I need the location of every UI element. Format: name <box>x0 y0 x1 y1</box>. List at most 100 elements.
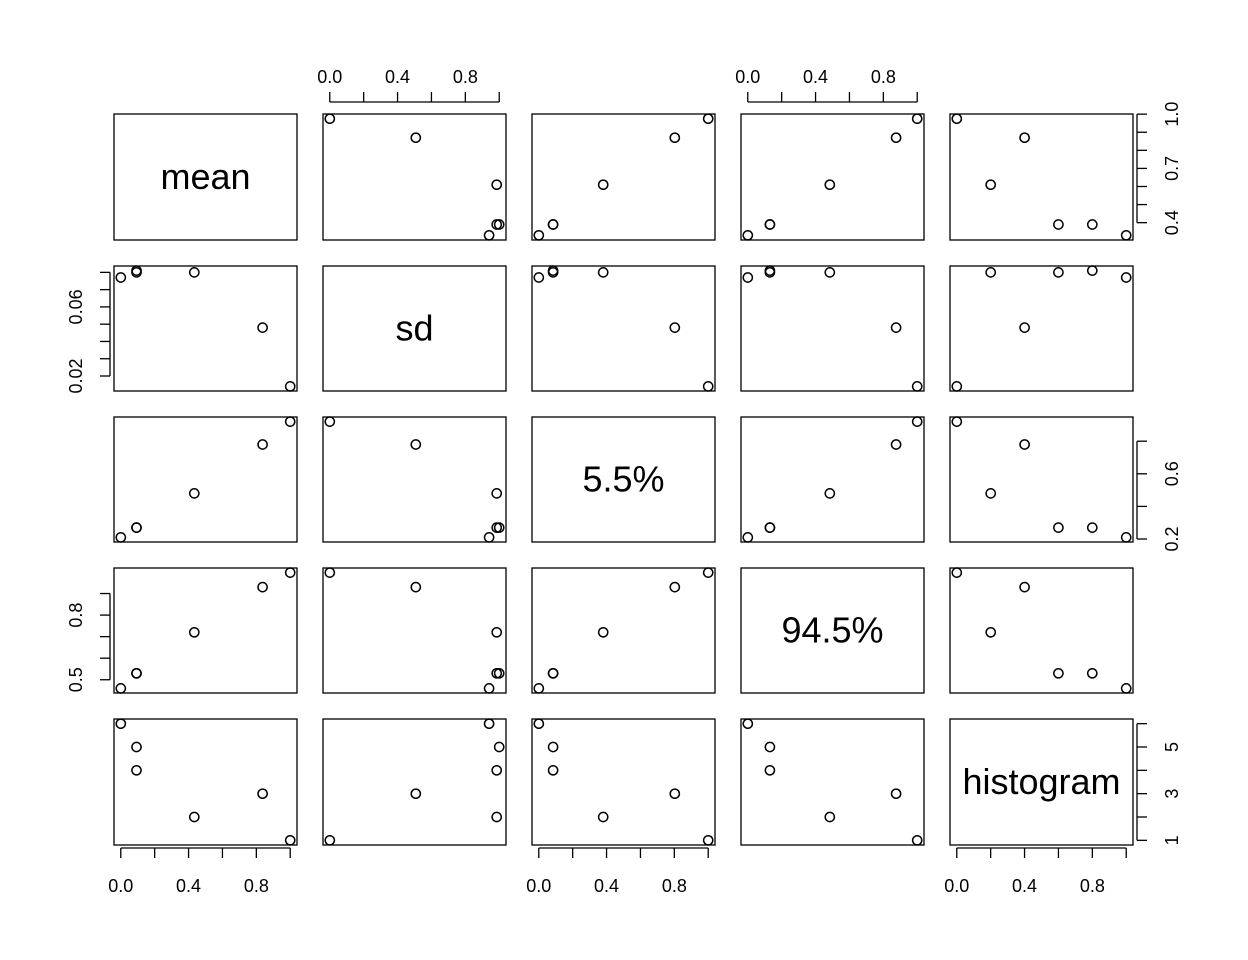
bottom-axis-tick-label: 0.4 <box>594 876 619 896</box>
panel-frame <box>740 113 925 241</box>
data-point-1-3-0 <box>911 381 923 392</box>
left-axis-tick-label: 0.5 <box>66 667 86 692</box>
diagonal-label-mean: mean <box>160 156 250 197</box>
data-point-2-4-0 <box>951 416 963 427</box>
right-axis-tick-label: 0.7 <box>1162 156 1182 181</box>
panel-3-2 <box>531 567 716 694</box>
data-point-2-3-5 <box>742 532 754 543</box>
data-point-0-3-1 <box>824 179 836 191</box>
data-point-3-2-4 <box>547 667 559 679</box>
data-point-0-2-0 <box>702 113 714 125</box>
bottom-axis-tick-label: 0.4 <box>176 876 201 896</box>
data-point-0-3-2 <box>890 132 902 144</box>
data-point-2-1-0 <box>324 416 336 427</box>
data-point-4-1-1 <box>491 811 503 823</box>
data-point-3-4-2 <box>1019 581 1030 593</box>
panel-frame <box>531 718 716 846</box>
panel-1-1: sd <box>322 265 507 392</box>
panel-frame <box>740 265 925 392</box>
data-point-4-1-2 <box>410 788 422 800</box>
data-point-1-2-0 <box>702 381 714 392</box>
data-point-4-3-1 <box>824 811 836 823</box>
panel-4-1 <box>322 718 507 846</box>
data-point-1-4-5 <box>1120 272 1132 283</box>
data-point-4-3-4 <box>764 741 776 753</box>
data-point-2-4-1 <box>985 488 997 499</box>
panel-0-3 <box>740 113 925 241</box>
bottom-axis-tick-label: 0.0 <box>108 876 133 896</box>
data-point-1-4-0 <box>951 381 963 392</box>
data-point-0-4-2 <box>1019 132 1030 144</box>
top-axis-tick-label: 0.0 <box>735 67 760 87</box>
panel-frame <box>531 113 716 241</box>
panel-4-3 <box>740 718 925 846</box>
data-point-2-3-2 <box>890 439 902 450</box>
data-point-0-1-2 <box>410 132 422 144</box>
panel-2-4 <box>949 416 1134 543</box>
left-axis-tick-label: 0.06 <box>66 289 86 324</box>
right-axis-tick-label: 0.2 <box>1162 526 1182 551</box>
data-point-0-4-1 <box>985 179 997 191</box>
data-point-0-3-5 <box>742 229 754 241</box>
data-point-4-0-2 <box>257 788 268 800</box>
data-point-2-0-1 <box>188 488 200 499</box>
top-axis-tick-label: 0.4 <box>385 67 410 87</box>
data-point-0-1-4 <box>493 219 505 230</box>
panel-frame <box>322 567 507 694</box>
data-point-3-0-5 <box>115 683 127 694</box>
panel-frame <box>531 567 716 694</box>
data-point-1-0-1 <box>188 267 200 278</box>
panel-frame <box>322 113 507 241</box>
data-point-2-0-4 <box>131 522 142 533</box>
data-point-3-0-0 <box>284 567 296 578</box>
panel-0-1 <box>322 113 507 241</box>
data-point-0-3-0 <box>911 113 923 125</box>
right-axis-tick-label: 3 <box>1162 789 1182 799</box>
panel-frame <box>113 718 298 846</box>
data-point-3-4-0 <box>951 567 963 578</box>
data-point-0-4-5 <box>1120 229 1132 241</box>
panel-frame <box>740 567 925 694</box>
data-point-2-1-4 <box>493 522 505 533</box>
data-point-1-3-5 <box>742 272 754 283</box>
data-point-4-2-3 <box>547 764 559 776</box>
panel-4-4: histogram <box>949 718 1134 846</box>
panel-1-0 <box>113 265 298 392</box>
data-point-3-2-2 <box>669 581 681 593</box>
data-point-4-2-4 <box>547 741 559 753</box>
data-point-3-1-5 <box>483 683 495 694</box>
data-point-2-4-4 <box>1086 522 1098 533</box>
data-point-4-2-2 <box>669 788 681 800</box>
data-point-0-2-5 <box>533 229 545 241</box>
data-point-4-0-3 <box>131 764 142 776</box>
data-point-4-1-3 <box>491 764 503 776</box>
panel-1-4 <box>949 265 1134 392</box>
data-point-2-0-0 <box>284 416 296 427</box>
data-point-1-2-2 <box>669 322 681 333</box>
panel-2-0 <box>113 416 298 543</box>
panel-frame <box>113 265 298 392</box>
panel-frame <box>113 416 298 543</box>
data-point-0-1-1 <box>491 179 503 191</box>
data-point-1-4-2 <box>1019 322 1030 333</box>
panel-1-3 <box>740 265 925 392</box>
panel-frame <box>949 265 1134 392</box>
data-point-4-2-1 <box>597 811 609 823</box>
panel-frame <box>531 416 716 543</box>
panel-frame <box>740 718 925 846</box>
right-axis-tick-label: 1 <box>1162 835 1182 845</box>
data-point-3-0-4 <box>131 667 142 679</box>
data-point-2-0-2 <box>257 439 268 450</box>
data-point-2-4-5 <box>1120 532 1132 543</box>
diagonal-label-histogram: histogram <box>962 761 1120 802</box>
data-point-4-2-5 <box>533 718 545 730</box>
panel-frame <box>949 718 1134 846</box>
top-axis-tick-label: 0.8 <box>871 67 896 87</box>
data-point-4-3-3 <box>764 764 776 776</box>
panel-4-2 <box>531 718 716 846</box>
right-axis-tick-label: 1.0 <box>1162 102 1182 127</box>
panel-frame <box>322 265 507 392</box>
data-point-3-1-1 <box>491 626 503 638</box>
panel-3-0 <box>113 567 298 694</box>
data-point-4-3-0 <box>911 834 923 846</box>
